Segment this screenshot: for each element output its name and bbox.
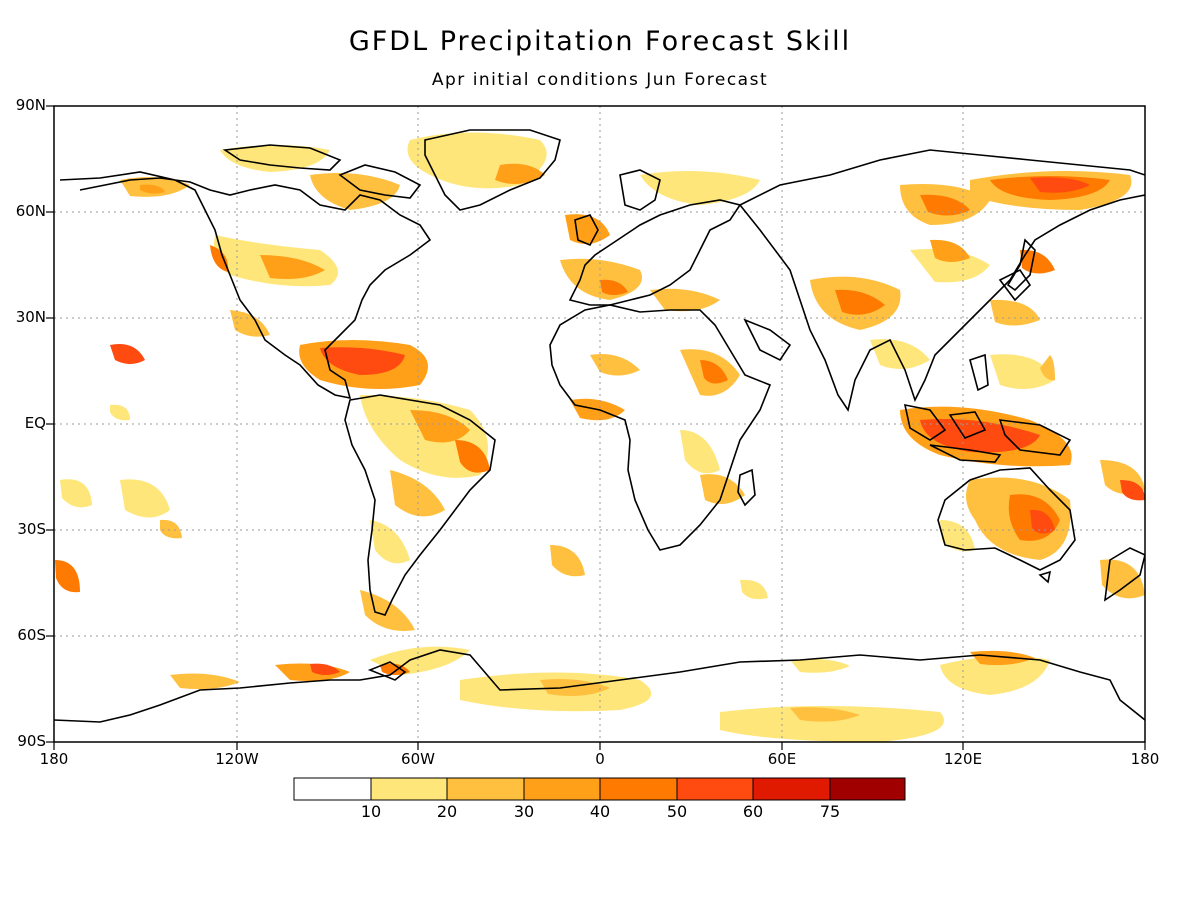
- colorbar: [293, 777, 906, 801]
- colorbar-label-60: 60: [742, 802, 764, 821]
- lon-label-180w: 180: [39, 750, 69, 768]
- skill-shading: [55, 132, 1145, 742]
- colorbar-label-75: 75: [819, 802, 841, 821]
- colorbar-swatch-1: [370, 777, 448, 801]
- colorbar-swatch-0: [293, 777, 372, 801]
- colorbar-label-20: 20: [436, 802, 458, 821]
- colorbar-label-30: 30: [513, 802, 535, 821]
- lon-label-120w: 120W: [215, 750, 259, 768]
- colorbar-swatch-6: [752, 777, 831, 801]
- lat-label-90s: 90S: [17, 732, 46, 750]
- colorbar-swatch-7: [829, 777, 906, 801]
- colorbar-swatch-2: [446, 777, 525, 801]
- lat-label-eq: EQ: [24, 414, 46, 432]
- coastlines: [54, 129, 1145, 723]
- colorbar-label-50: 50: [666, 802, 688, 821]
- colorbar-swatch-4: [599, 777, 678, 801]
- lon-label-180e: 180: [1130, 750, 1160, 768]
- axis-ticks: [46, 105, 1146, 750]
- lat-label-90n: 90N: [15, 96, 46, 114]
- colorbar-label-10: 10: [360, 802, 382, 821]
- lat-label-30s: 30S: [17, 520, 46, 538]
- colorbar-swatch-5: [676, 777, 754, 801]
- map-title: GFDL Precipitation Forecast Skill: [348, 26, 852, 57]
- colorbar-label-40: 40: [589, 802, 611, 821]
- lon-label-60e: 60E: [767, 750, 797, 768]
- lon-label-0: 0: [595, 750, 605, 768]
- lat-label-30n: 30N: [15, 308, 46, 326]
- lon-label-60w: 60W: [401, 750, 435, 768]
- lat-label-60n: 60N: [15, 202, 46, 220]
- colorbar-swatch-3: [523, 777, 601, 801]
- graticule: [54, 106, 1145, 742]
- lat-label-60s: 60S: [17, 626, 46, 644]
- lon-label-120e: 120E: [943, 750, 983, 768]
- map-subtitle: Apr initial conditions Jun Forecast: [431, 70, 769, 90]
